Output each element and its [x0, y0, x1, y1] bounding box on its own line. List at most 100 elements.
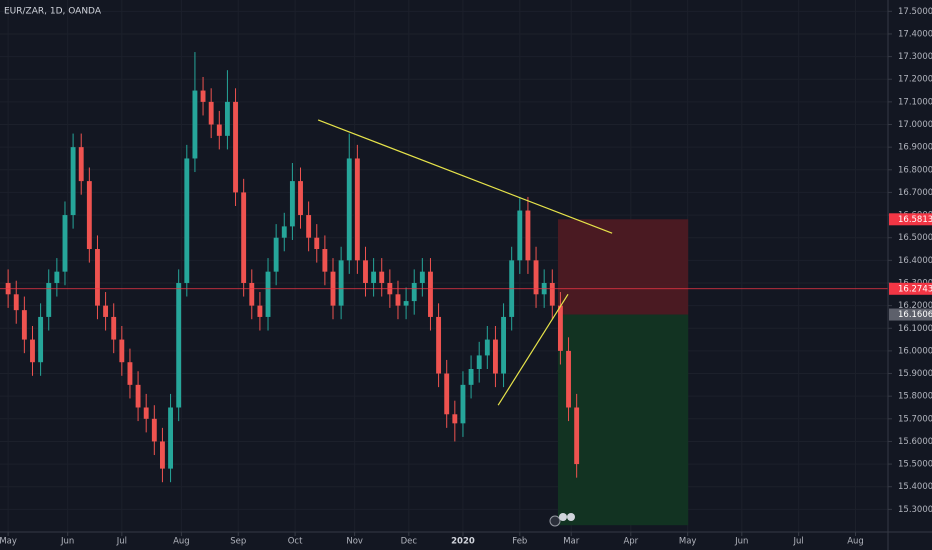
candle-body [103, 305, 109, 317]
candle-body [436, 316, 442, 374]
y-tick-label: 17.30000 [898, 52, 932, 62]
candle-body [265, 271, 271, 317]
candle-body [549, 282, 555, 306]
y-tick-label: 16.80000 [898, 165, 932, 175]
candle-body [233, 101, 238, 193]
candle-body [452, 414, 458, 424]
x-tick-label: Aug [173, 537, 190, 547]
trendline [317, 119, 613, 234]
candle-body [216, 124, 222, 136]
candle-body [468, 369, 474, 385]
y-tick-label: 15.80000 [898, 392, 932, 402]
candle-body [127, 362, 133, 385]
candle-body [403, 301, 409, 306]
x-tick-label: Jun [734, 537, 748, 547]
price-label: 16.16060 [898, 310, 932, 320]
candle-body [363, 260, 368, 283]
x-tick-label: Feb [512, 537, 527, 547]
candle-body [135, 384, 141, 408]
candle-body [176, 282, 182, 408]
candle-body [241, 192, 247, 283]
candle-body [46, 282, 52, 317]
candle-body [419, 271, 425, 283]
candle-body [379, 271, 385, 283]
candle-body [298, 181, 303, 216]
y-tick-label: 16.20000 [898, 301, 932, 311]
candle-body [95, 249, 100, 306]
y-tick-label: 15.90000 [898, 369, 932, 379]
candle-body [143, 407, 149, 419]
y-tick-label: 15.30000 [898, 505, 932, 515]
candle-body [476, 355, 482, 370]
candle-body [411, 282, 417, 302]
candle-body [346, 158, 352, 261]
candle-body [208, 101, 214, 125]
y-tick-label: 17.40000 [898, 29, 932, 39]
x-tick-label: Mar [563, 537, 580, 547]
y-tick-label: 17.00000 [898, 120, 932, 130]
y-tick-label: 16.90000 [898, 143, 932, 153]
candle-body [281, 226, 287, 238]
stop-zone [557, 219, 689, 315]
x-tick-label: Dec [401, 537, 418, 547]
candle-body [517, 210, 523, 261]
candle-body [371, 271, 377, 283]
chart-title: EUR/ZAR, 1D, OANDA [4, 7, 102, 17]
candle-body [38, 316, 44, 363]
grid-layer [0, 0, 888, 532]
y-tick-label: 15.40000 [898, 482, 932, 492]
candle-body [338, 260, 344, 306]
candle-body [314, 237, 320, 250]
candle-body [306, 215, 312, 238]
candle-body [30, 339, 35, 363]
x-tick-label: Aug [847, 537, 864, 547]
price-label: 16.27436 [898, 284, 932, 294]
candle-body [557, 305, 563, 351]
candle-body [62, 215, 68, 272]
y-tick-label: 15.60000 [898, 437, 932, 447]
candle-body [168, 407, 173, 469]
x-tick-label: Oct [288, 537, 303, 547]
trendline [497, 293, 569, 406]
x-tick-label: Apr [623, 537, 638, 547]
candle-body [54, 271, 60, 283]
candle-body [21, 310, 27, 340]
candle-body [273, 237, 279, 272]
x-tick-label: May [679, 537, 697, 547]
event-icon[interactable] [567, 513, 575, 521]
event-icon[interactable] [549, 515, 561, 527]
y-tick-label: 15.50000 [898, 460, 932, 470]
candle-body [574, 407, 580, 465]
y-tick-label: 16.50000 [898, 233, 932, 243]
candle-body [484, 339, 490, 356]
candle-body [444, 373, 450, 415]
y-tick-label: 17.20000 [898, 75, 932, 85]
y-tick-label: 17.50000 [898, 7, 932, 17]
event-icon[interactable] [559, 513, 567, 521]
candle-body [224, 101, 230, 136]
candle-body [322, 249, 328, 272]
axis-layer: 17.50000 17.40000 17.30000 17.20000 17.10000… [0, 7, 932, 547]
x-tick-label: Jul [793, 537, 804, 547]
candle-body [428, 271, 433, 317]
x-tick-label: Jun [60, 537, 74, 547]
target-zone [557, 314, 689, 526]
candle-body [151, 418, 157, 442]
candle-body [111, 316, 117, 340]
candle-body [533, 260, 539, 295]
candle-body [354, 158, 360, 261]
candle-body [200, 90, 206, 102]
candle-body [70, 147, 76, 216]
candle-body [566, 350, 571, 408]
candle-body [13, 294, 19, 311]
y-tick-label: 17.10000 [898, 97, 932, 107]
x-tick-label: 2020 [451, 537, 475, 547]
candle-body [119, 339, 125, 363]
candle-body [160, 441, 165, 469]
candle-body [395, 294, 401, 306]
y-tick-label: 16.70000 [898, 188, 932, 198]
candle-body [86, 181, 92, 250]
plot-layer [0, 52, 888, 526]
